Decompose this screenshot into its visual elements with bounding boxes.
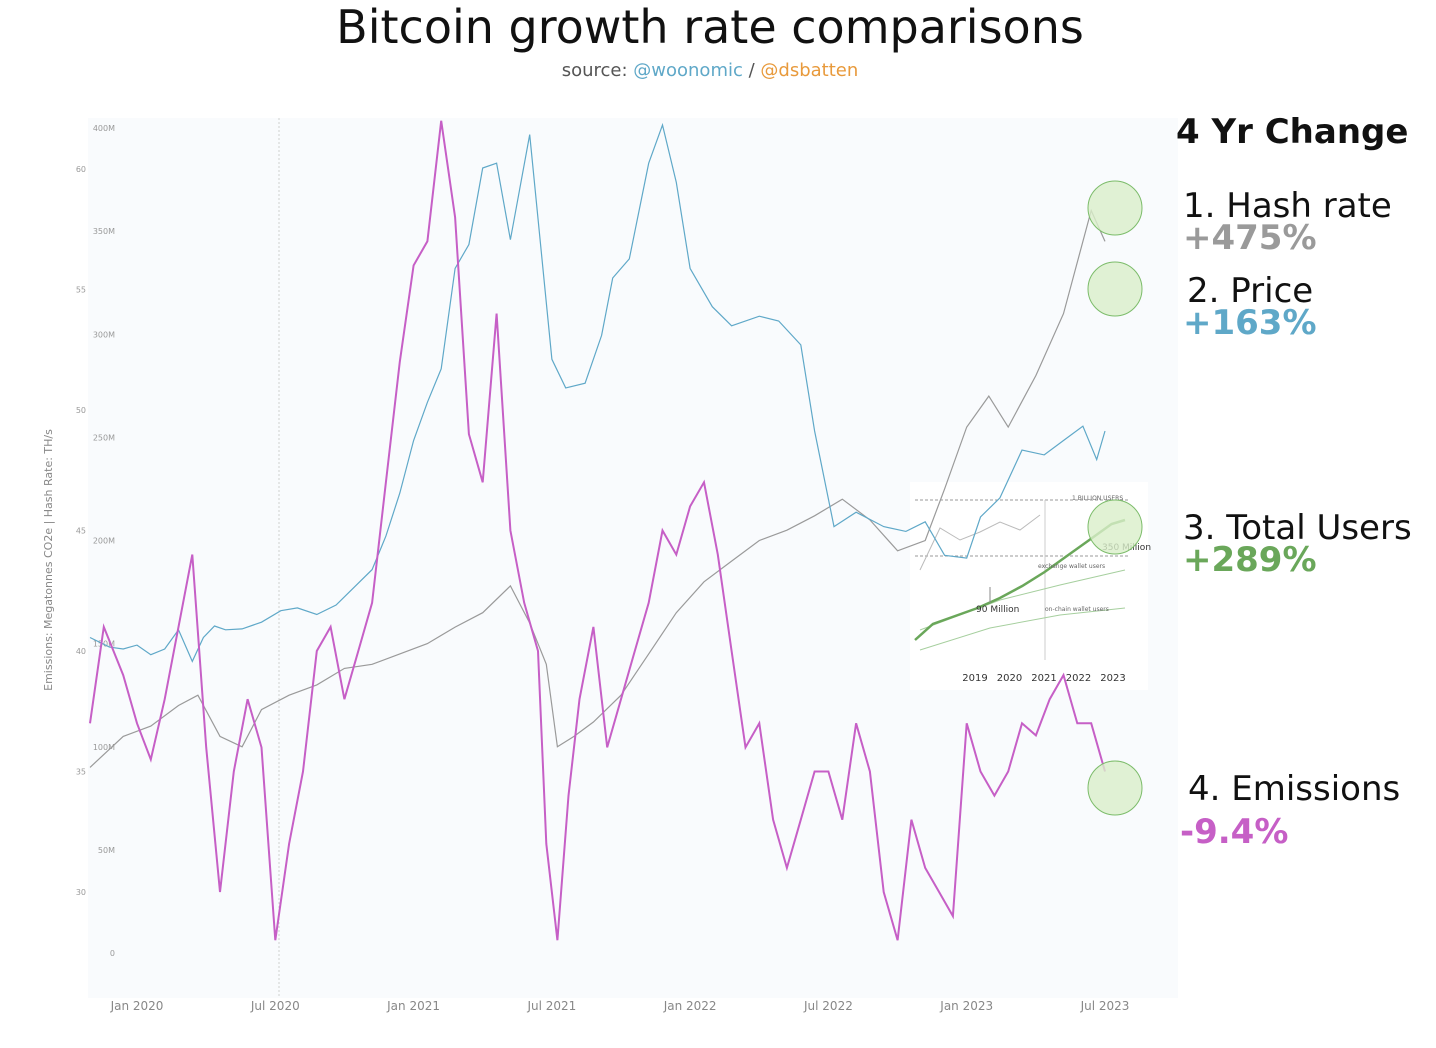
emissions-tick-label: 45 (76, 527, 86, 536)
stat-price-name: 2. Price (1187, 271, 1314, 311)
hash-tick-label: 250M (93, 433, 115, 442)
x-tick-label: Jul 2023 (1080, 999, 1130, 1013)
source-author-dsbatten[interactable]: @dsbatten (760, 60, 859, 81)
source-separator: / (742, 60, 761, 81)
inset-x-tick-label: 2022 (1066, 673, 1091, 684)
stat-users-value: +289% (1183, 540, 1317, 580)
x-tick-label: Jan 2021 (386, 999, 440, 1013)
hash-rate-series-line (89, 208, 1106, 768)
inset-x-tick-label: 2019 (962, 673, 987, 684)
users-highlight-circle (1087, 499, 1143, 555)
hash-tick-label: 300M (93, 330, 115, 339)
hash-tick-label: 0 (110, 949, 115, 958)
emissions-tick-label: 40 (76, 647, 86, 656)
emissions-tick-label: 60 (76, 165, 86, 174)
inset-x-axis: 2019 2020 2021 2022 2023 (962, 673, 1125, 684)
source-author-woonomic[interactable]: @woonomic (633, 60, 743, 81)
panel-title: 4 Yr Change (1176, 112, 1409, 152)
x-tick-label: Jan 2020 (110, 999, 164, 1013)
inset-annotation-exchange: exchange wallet users (1038, 563, 1105, 570)
stat-emissions-name: 4. Emissions (1188, 769, 1401, 809)
emissions-tick-label: 55 (76, 286, 86, 295)
emissions-tick-label: 30 (76, 888, 86, 897)
stat-hash-rate-name: 1. Hash rate (1183, 186, 1392, 226)
stat-hash-rate-value: +475% (1183, 218, 1317, 258)
inset-x-tick-label: 2021 (1031, 673, 1056, 684)
emissions-highlight-circle (1087, 760, 1143, 816)
x-tick-label: Jan 2023 (939, 999, 993, 1013)
source-credit: source: @woonomic / @dsbatten (0, 60, 1420, 81)
x-axis: Jan 2020 Jul 2020 Jan 2021 Jul 2021 Jan 2022… (110, 999, 1130, 1013)
source-prefix: source: (561, 60, 634, 81)
x-tick-label: Jul 2022 (803, 999, 853, 1013)
stat-price-value: +163% (1183, 303, 1317, 343)
hash-tick-label: 100M (93, 743, 115, 752)
y-axis-label: Emissions: Megatonnes CO2e | Hash Rate: … (42, 429, 55, 691)
price-series-line (89, 122, 1106, 663)
emissions-axis: 60 55 50 45 40 35 30 (76, 165, 86, 897)
hash-tick-label: 50M (98, 846, 115, 855)
x-tick-label: Jan 2022 (663, 999, 717, 1013)
hash-tick-label: 200M (93, 537, 115, 546)
price-highlight-circle (1087, 261, 1143, 317)
inset-price-line (919, 514, 1041, 571)
x-tick-label: Jul 2020 (250, 999, 300, 1013)
emissions-tick-label: 35 (76, 768, 86, 777)
stat-users-name: 3. Total Users (1183, 508, 1412, 548)
emissions-series-line (89, 120, 1106, 941)
hash-tick-label: 400M (93, 124, 115, 133)
chart-title: Bitcoin growth rate comparisons (336, 0, 1084, 54)
inset-x-tick-label: 2023 (1100, 673, 1125, 684)
inset-x-tick-label: 2020 (997, 673, 1022, 684)
inset-annotation-90m: 90 Million (976, 605, 1019, 615)
inset-annotation-billion: 1 BILLION USERS (1072, 495, 1123, 502)
hash-tick-label: 350M (93, 227, 115, 236)
hash-rate-highlight-circle (1087, 180, 1143, 236)
stat-emissions-value: -9.4% (1180, 812, 1289, 852)
x-tick-label: Jul 2021 (526, 999, 576, 1013)
inset-annotation-onchain: on-chain wallet users (1045, 606, 1109, 613)
inset-onchain-line (919, 607, 1126, 651)
emissions-tick-label: 50 (76, 406, 86, 415)
